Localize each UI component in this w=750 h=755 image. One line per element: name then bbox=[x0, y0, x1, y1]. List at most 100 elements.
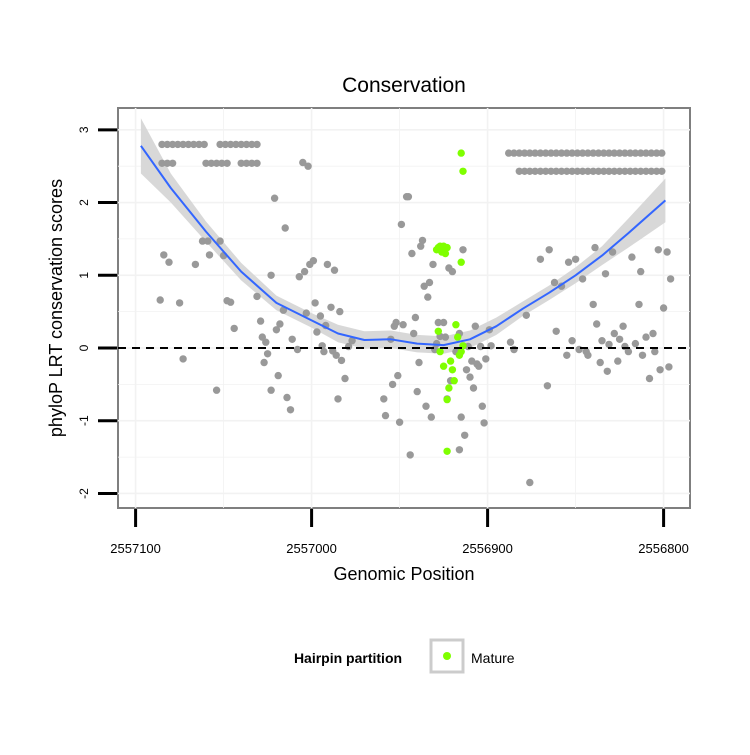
point-other bbox=[594, 149, 603, 157]
point-other bbox=[417, 242, 425, 250]
point-mature bbox=[459, 167, 467, 175]
point-other bbox=[637, 267, 645, 276]
point-other bbox=[248, 159, 256, 167]
y-tick-label: -2 bbox=[77, 488, 91, 499]
point-other bbox=[542, 167, 550, 175]
point-other bbox=[578, 149, 587, 157]
point-other bbox=[200, 140, 208, 149]
point-other bbox=[594, 167, 603, 175]
point-other bbox=[615, 335, 624, 343]
point-other bbox=[482, 355, 490, 363]
point-mature bbox=[457, 149, 465, 157]
point-other bbox=[573, 167, 582, 175]
point-other bbox=[605, 167, 613, 175]
point-other bbox=[614, 357, 622, 365]
point-other bbox=[158, 140, 166, 149]
point-other bbox=[563, 149, 571, 157]
point-other bbox=[475, 362, 483, 370]
point-other bbox=[262, 338, 270, 346]
legend-label-mature: Mature bbox=[471, 650, 515, 666]
point-other bbox=[564, 258, 573, 266]
point-other bbox=[230, 324, 238, 333]
point-other bbox=[563, 351, 571, 359]
point-other bbox=[156, 296, 164, 304]
point-other bbox=[615, 167, 624, 175]
point-other bbox=[381, 411, 390, 420]
point-other bbox=[286, 406, 295, 414]
point-other bbox=[596, 358, 604, 367]
point-other bbox=[526, 149, 534, 157]
point-other bbox=[221, 140, 230, 149]
point-other bbox=[218, 159, 226, 167]
point-other bbox=[439, 318, 448, 327]
point-other bbox=[429, 260, 437, 269]
point-other bbox=[601, 270, 610, 278]
point-other bbox=[190, 140, 198, 149]
point-other bbox=[281, 224, 289, 232]
point-other bbox=[253, 140, 261, 149]
smooth-line bbox=[140, 145, 667, 347]
point-other bbox=[160, 251, 168, 259]
point-other bbox=[420, 282, 428, 290]
point-other bbox=[584, 167, 592, 175]
point-other bbox=[510, 149, 518, 157]
point-other bbox=[313, 328, 321, 336]
x-tick-label: 2556900 bbox=[462, 541, 513, 556]
point-other bbox=[179, 355, 187, 363]
point-other bbox=[441, 333, 450, 341]
point-other bbox=[466, 373, 474, 381]
point-other bbox=[232, 140, 240, 149]
point-other bbox=[563, 167, 571, 175]
point-other bbox=[584, 351, 592, 359]
point-other bbox=[631, 149, 640, 157]
point-other bbox=[626, 149, 634, 157]
point-other bbox=[272, 326, 281, 334]
point-mature bbox=[443, 243, 451, 252]
point-other bbox=[557, 167, 566, 175]
smooth-confidence-band bbox=[140, 118, 666, 354]
point-other bbox=[341, 374, 349, 383]
point-other bbox=[168, 159, 177, 167]
point-other bbox=[642, 149, 650, 157]
point-other bbox=[165, 258, 173, 266]
point-other bbox=[397, 220, 406, 229]
point-other bbox=[424, 293, 432, 301]
point-other bbox=[288, 335, 296, 343]
point-other bbox=[406, 451, 414, 459]
point-other bbox=[531, 167, 539, 175]
point-other bbox=[256, 317, 265, 325]
point-other bbox=[195, 140, 203, 149]
point-mature bbox=[450, 377, 458, 385]
point-other bbox=[422, 402, 430, 410]
point-other bbox=[631, 339, 640, 348]
point-other bbox=[578, 275, 587, 283]
point-other bbox=[542, 149, 550, 157]
y-axis-title: phyloP LRT conservation scores bbox=[46, 179, 66, 437]
legend-key-box bbox=[429, 638, 465, 674]
point-other bbox=[520, 167, 529, 175]
point-other bbox=[635, 300, 643, 309]
point-other bbox=[550, 278, 559, 287]
x-tick-label: 2556800 bbox=[638, 541, 689, 556]
point-other bbox=[522, 311, 530, 319]
point-other bbox=[658, 167, 666, 175]
point-other bbox=[610, 167, 618, 175]
point-other bbox=[270, 194, 279, 202]
point-other bbox=[411, 313, 420, 322]
point-other bbox=[515, 167, 523, 175]
point-other bbox=[666, 275, 675, 283]
point-other bbox=[276, 320, 284, 328]
point-other bbox=[448, 267, 457, 276]
point-other bbox=[547, 167, 555, 175]
point-other bbox=[415, 358, 423, 367]
point-other bbox=[205, 251, 214, 259]
point-other bbox=[642, 167, 650, 175]
point-other bbox=[336, 307, 344, 316]
y-tick-label: 0 bbox=[77, 344, 91, 351]
point-other bbox=[425, 278, 434, 287]
point-other bbox=[515, 149, 523, 157]
point-other bbox=[605, 149, 613, 157]
point-other bbox=[263, 350, 272, 358]
point-mature bbox=[443, 395, 451, 404]
